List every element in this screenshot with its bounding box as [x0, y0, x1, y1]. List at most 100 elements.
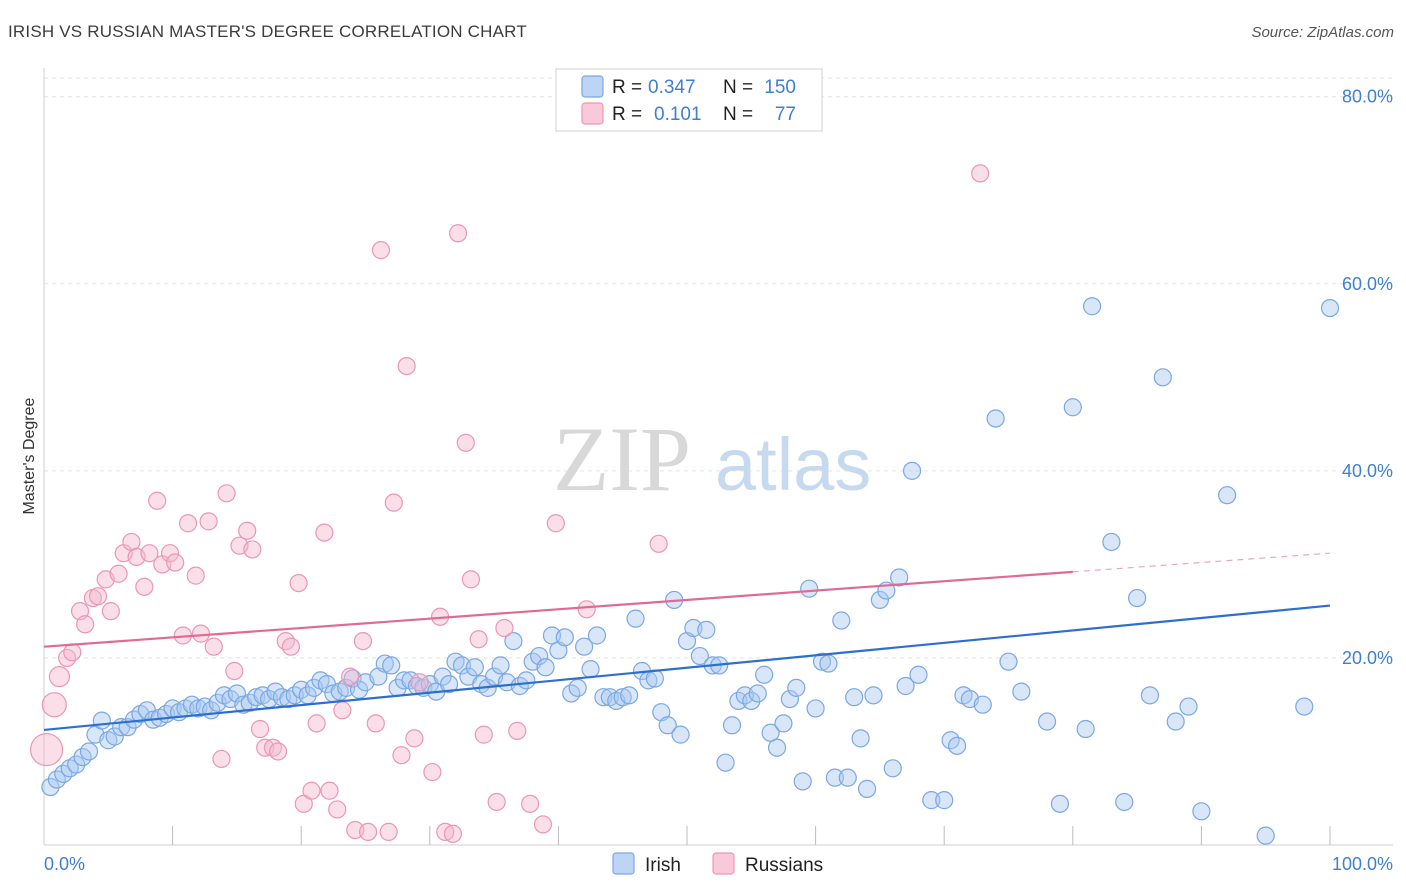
irish-point [806, 699, 825, 718]
chart-title: IRISH VS RUSSIAN MASTER'S DEGREE CORRELA… [8, 22, 527, 41]
russians-point [276, 631, 295, 651]
irish-point [620, 686, 639, 705]
irish-point [857, 779, 877, 798]
chart-source: Source: ZipAtlas.com [1251, 24, 1394, 41]
trend-lines [43, 552, 1331, 732]
russians-point [546, 514, 565, 533]
irish-point [67, 755, 86, 774]
legend-russians-n-label: N = [723, 104, 753, 125]
russians-point [371, 241, 391, 260]
legend-russians-r-label: R = [612, 104, 642, 125]
watermark: ZIP atlas [553, 408, 871, 510]
irish-point [722, 716, 742, 735]
legend-bottom-russians-swatch [712, 852, 735, 875]
legend-irish-r-label: R = [612, 77, 642, 98]
irish-point [1115, 792, 1134, 812]
russians-point [41, 692, 67, 718]
irish-point [41, 777, 60, 797]
irish-point [1256, 826, 1275, 845]
irish-point [819, 654, 838, 673]
irish-point [1295, 697, 1314, 716]
russians-point [178, 514, 198, 533]
y-tick-labels: 20.0% 40.0% 60.0% 80.0% [1342, 87, 1393, 668]
irish-point [812, 652, 832, 671]
y-tick-label-60: 60.0% [1342, 274, 1393, 294]
russians-point [328, 800, 347, 819]
irish-point [999, 652, 1018, 671]
irish-point [883, 759, 902, 778]
russians-point [521, 794, 540, 813]
russians-point [58, 648, 77, 668]
irish-point [890, 568, 909, 587]
russians-point [238, 521, 257, 540]
russians-point [109, 564, 128, 583]
irish-point [375, 654, 394, 673]
russians-point [495, 618, 514, 638]
irish-point [575, 637, 594, 656]
irish-point [922, 791, 941, 810]
legend-bottom-irish-swatch [612, 852, 635, 875]
irish-point [767, 738, 787, 757]
irish-point [1037, 712, 1057, 731]
russians-point [320, 781, 339, 800]
irish-point [536, 658, 555, 677]
irish-point [1218, 486, 1237, 505]
legend-irish-n-value: 150 [764, 77, 796, 98]
russians-point [88, 587, 108, 606]
irish-point [1127, 588, 1147, 608]
irish-point [1050, 794, 1070, 813]
irish-point [530, 646, 549, 666]
russians-point [243, 540, 262, 559]
russians-trend-extension [1072, 552, 1331, 573]
russians-point [29, 732, 64, 767]
russians-point [135, 577, 154, 596]
russians-trend-line [43, 570, 1073, 648]
irish-point [793, 772, 812, 791]
russians-point [186, 566, 205, 585]
x-tick-label-min: 0.0% [44, 854, 85, 874]
legend-top: R = 0.347 N = 150 R = 0.101 N = 77 [555, 68, 823, 132]
russians-point [225, 661, 244, 681]
y-axis-title: Master's Degree [21, 397, 38, 514]
irish-point [671, 725, 690, 744]
irish-point [902, 461, 922, 480]
irish-point [787, 678, 806, 697]
russians-point [392, 746, 411, 765]
irish-point [369, 667, 388, 686]
irish-point [613, 688, 632, 707]
irish-point [439, 675, 459, 694]
irish-point [1063, 398, 1082, 417]
legend-bottom-irish-label: Irish [645, 855, 681, 876]
irish-point [658, 716, 677, 735]
russians-point [340, 667, 360, 686]
russians-point [469, 630, 488, 649]
irish-point [581, 660, 600, 679]
russians-point [366, 714, 385, 733]
irish-point [517, 671, 536, 690]
irish-point [986, 409, 1005, 428]
irish-point [626, 609, 645, 628]
y-tick-label-80: 80.0% [1342, 87, 1393, 107]
irish-point [1012, 682, 1031, 701]
russians-point [281, 637, 301, 656]
legend-irish-r-value: 0.347 [648, 77, 696, 98]
irish-point [568, 678, 587, 697]
russians-point [533, 815, 553, 834]
russians-point [443, 824, 463, 843]
russians-point [379, 822, 398, 842]
irish-point [504, 631, 523, 651]
legend-bottom-russians-label: Russians [745, 855, 823, 876]
russians-point [204, 637, 223, 656]
irish-point [697, 620, 716, 639]
russians-point [423, 762, 442, 782]
x-tick-label-max: 100.0% [1332, 854, 1393, 874]
irish-point [748, 684, 767, 703]
russians-point [405, 729, 424, 748]
russians-point [250, 719, 270, 739]
irish-point [838, 768, 857, 787]
russians-point [166, 553, 185, 572]
irish-point [92, 711, 111, 730]
russians-point [487, 792, 506, 812]
watermark-zip: ZIP [553, 408, 691, 510]
russians-point [353, 631, 373, 651]
